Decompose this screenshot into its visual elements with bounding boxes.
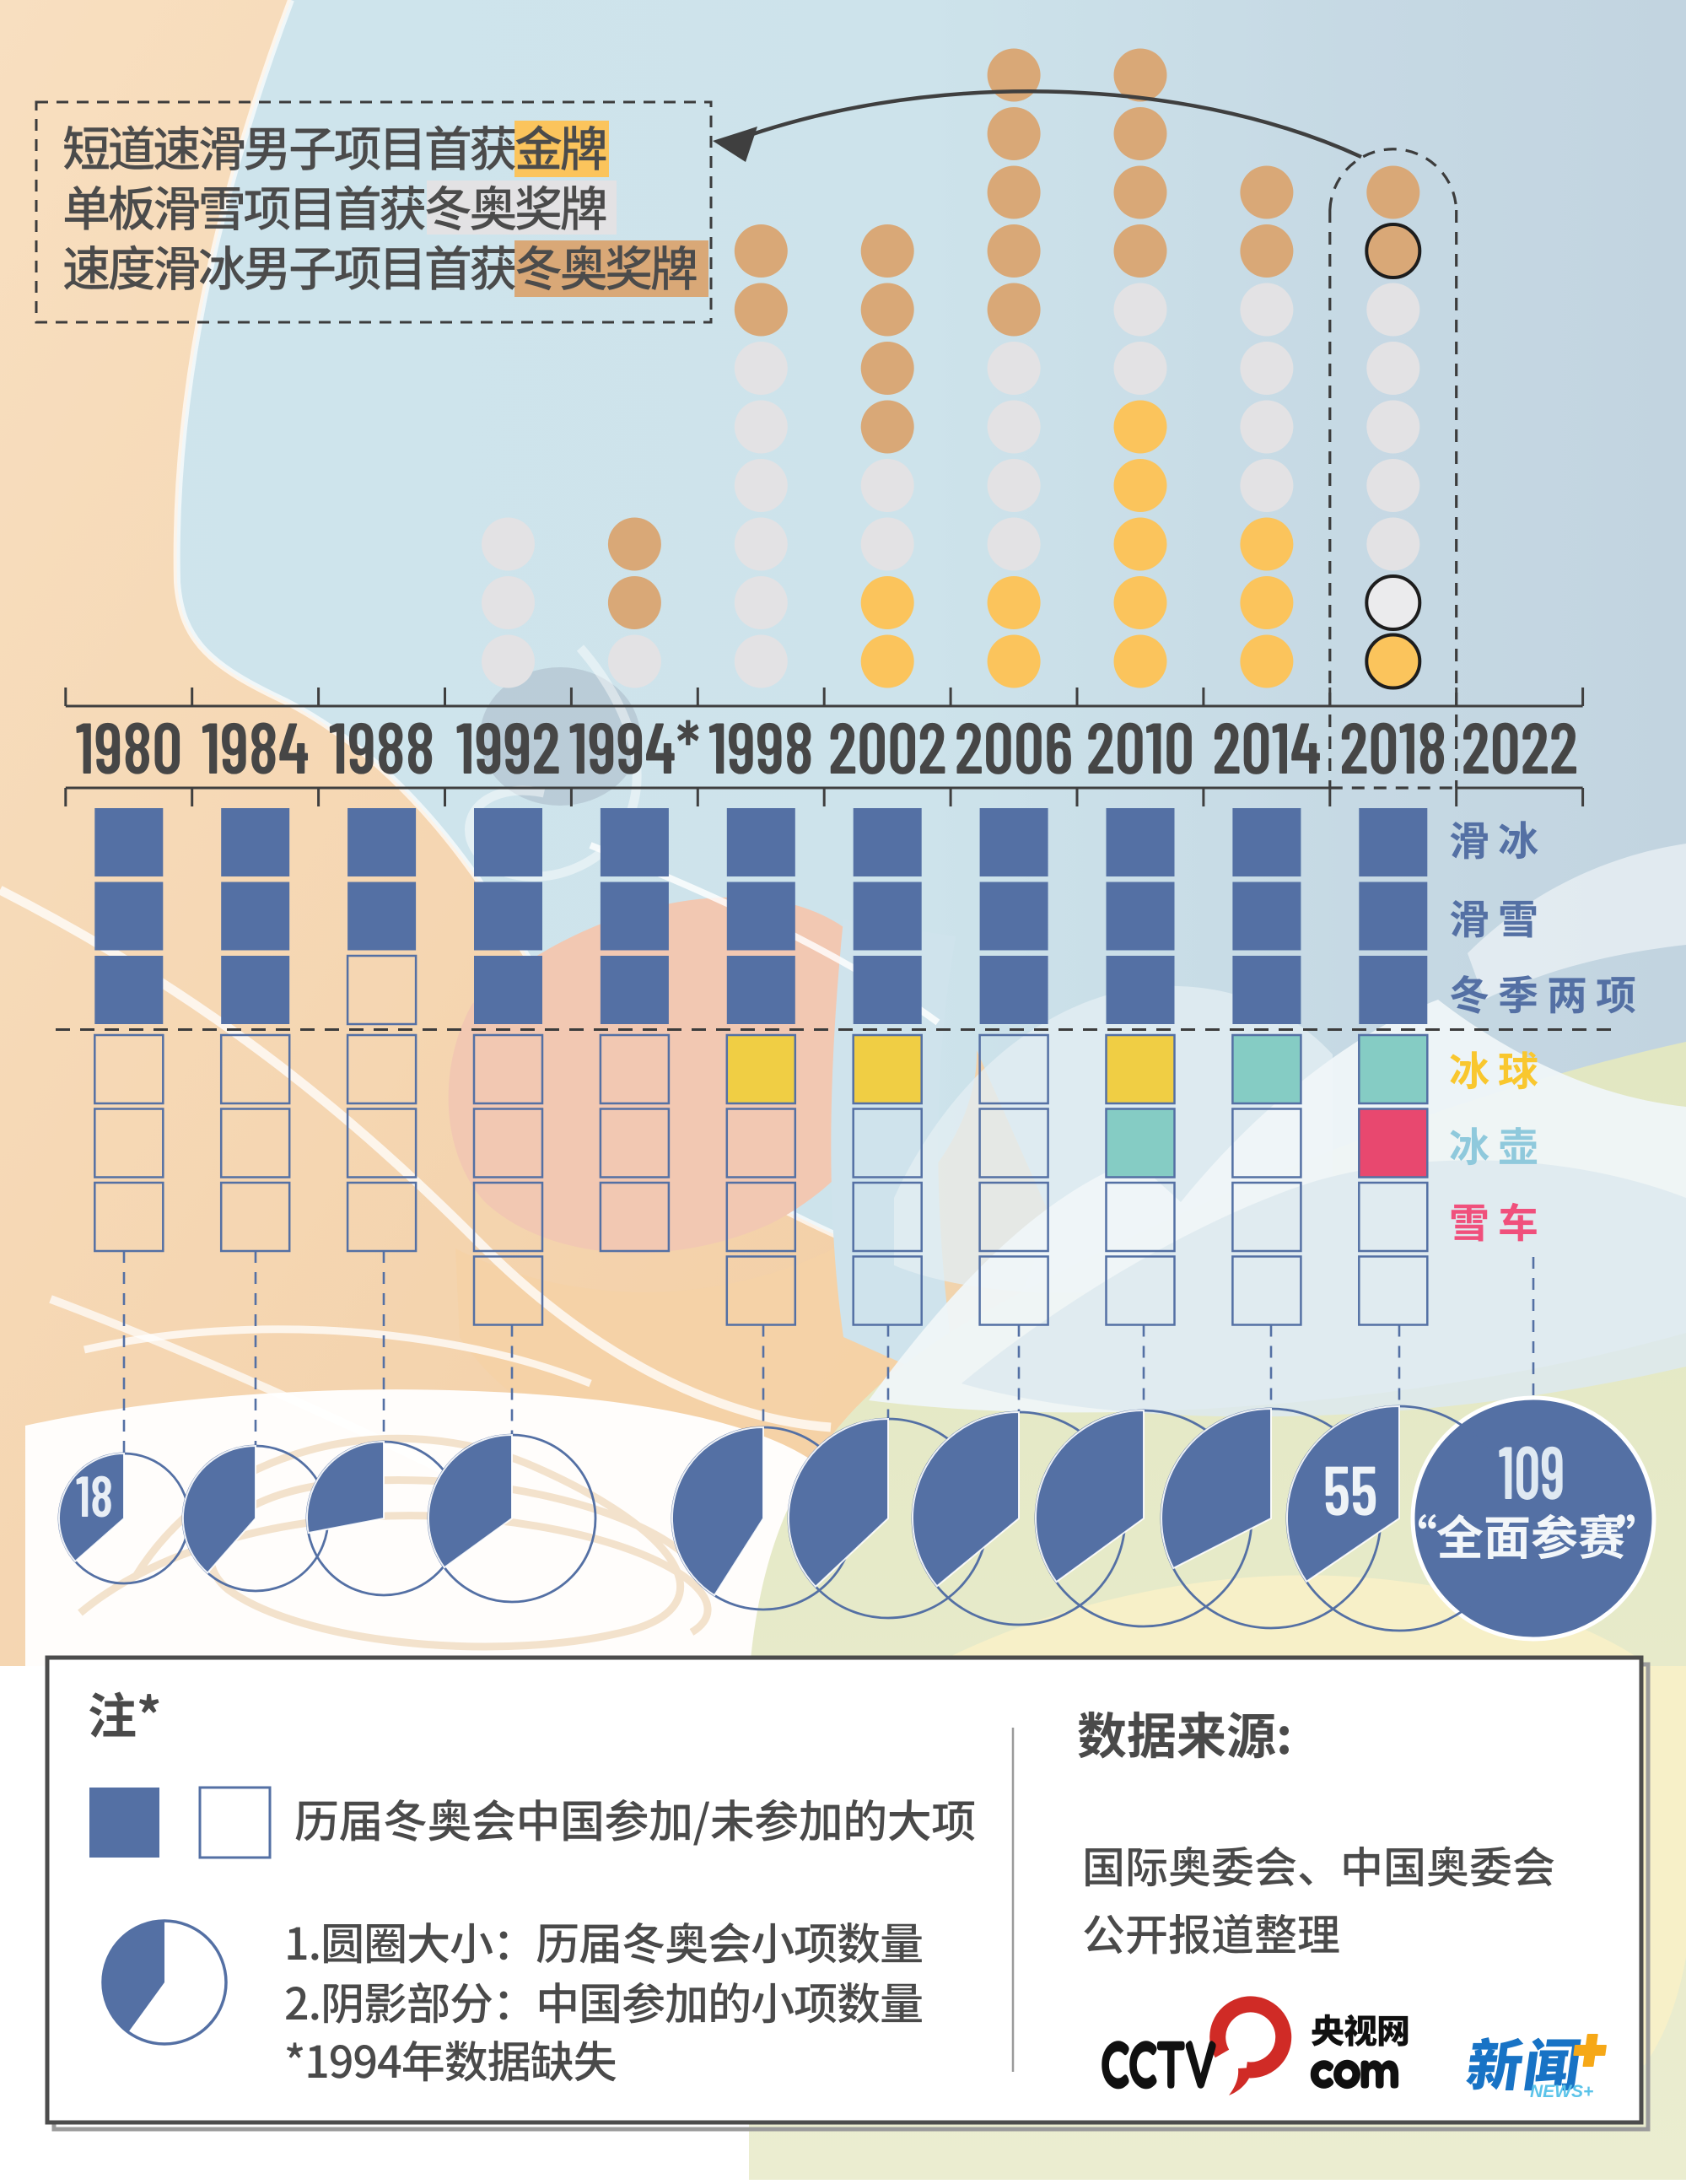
svg-text:NEWS+: NEWS+ bbox=[1530, 2082, 1593, 2101]
